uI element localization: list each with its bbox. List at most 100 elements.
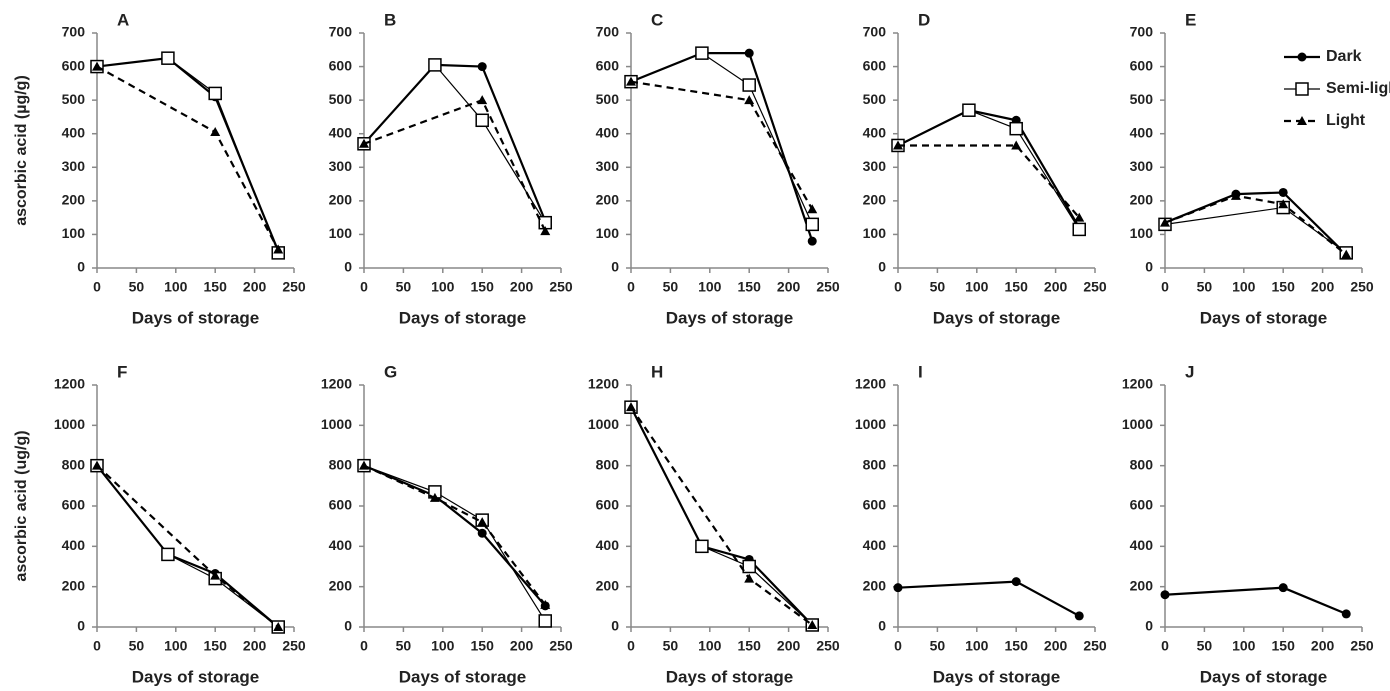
point: [744, 95, 755, 105]
x-tick-label: 200: [243, 279, 267, 295]
y-tick-label: 0: [1145, 618, 1153, 634]
y-tick-label: 0: [344, 618, 352, 634]
x-tick-label: 0: [894, 279, 902, 295]
x-tick-label: 250: [1350, 279, 1374, 295]
panel-title: C: [651, 10, 663, 29]
y-tick-label: 300: [596, 158, 620, 174]
point: [429, 492, 440, 502]
y-tick-label: 100: [1130, 225, 1154, 241]
y-tick-label: 300: [1130, 158, 1154, 174]
x-axis-label: Days of storage: [399, 667, 527, 686]
point: [1074, 611, 1084, 621]
series-line: [1164, 191, 1348, 256]
y-tick-label: 100: [62, 225, 86, 241]
point: [1341, 249, 1352, 259]
x-tick-label: 50: [663, 279, 679, 295]
x-tick-label: 250: [1083, 638, 1107, 654]
y-tick-label: 500: [1130, 91, 1154, 107]
y-tick-label: 600: [1130, 57, 1154, 73]
y-tick-label: 1000: [855, 416, 886, 432]
x-tick-label: 150: [204, 279, 228, 295]
series-line: [630, 406, 814, 626]
point: [1230, 190, 1241, 200]
x-tick-label: 200: [1311, 279, 1335, 295]
x-tick-label: 150: [471, 638, 495, 654]
series-line: [898, 144, 1081, 219]
y-tick-label: 700: [1130, 24, 1154, 40]
x-tick-label: 250: [1350, 638, 1374, 654]
y-axis-label: ascorbic acid (µg/g): [13, 75, 30, 226]
point: [1278, 187, 1288, 197]
x-tick-label: 100: [698, 638, 722, 654]
x-tick-label: 150: [204, 638, 228, 654]
x-axis-label: Days of storage: [666, 667, 794, 686]
y-tick-label: 1000: [321, 416, 352, 432]
x-tick-label: 200: [1044, 638, 1068, 654]
x-axis-label: Days of storage: [1200, 308, 1328, 327]
point: [210, 127, 221, 137]
y-tick-label: 400: [329, 124, 353, 140]
x-tick-label: 200: [510, 638, 534, 654]
series-line: [897, 109, 1080, 230]
x-axis-label: Days of storage: [132, 308, 260, 327]
x-tick-label: 250: [549, 279, 573, 295]
y-tick-label: 500: [62, 91, 86, 107]
y-tick-label: 500: [329, 91, 353, 107]
series-line: [363, 98, 547, 232]
y-tick-label: 700: [62, 24, 86, 40]
x-axis-label: Days of storage: [399, 308, 527, 327]
x-tick-label: 250: [549, 638, 573, 654]
series-line: [363, 464, 547, 606]
point: [1160, 217, 1170, 227]
y-tick-label: 0: [1145, 259, 1153, 275]
series-line: [96, 57, 280, 252]
x-tick-label: 250: [282, 638, 306, 654]
y-tick-label: 600: [62, 497, 86, 513]
panel-title: I: [918, 362, 923, 381]
y-tick-label: 800: [62, 456, 86, 472]
x-tick-label: 100: [164, 638, 188, 654]
y-tick-label: 1200: [321, 376, 352, 392]
point: [477, 528, 487, 538]
x-tick-label: 100: [965, 279, 989, 295]
point: [359, 460, 369, 470]
x-tick-label: 0: [93, 279, 101, 295]
y-tick-label: 1200: [1122, 376, 1153, 392]
point: [742, 78, 756, 92]
point: [1074, 212, 1085, 222]
y-tick-label: 500: [863, 91, 887, 107]
x-tick-label: 50: [930, 279, 946, 295]
x-axis-label: Days of storage: [933, 667, 1061, 686]
x-tick-label: 150: [471, 279, 495, 295]
x-tick-label: 100: [1232, 638, 1256, 654]
series-line: [630, 406, 813, 626]
point: [273, 244, 284, 254]
y-tick-label: 1000: [54, 416, 85, 432]
y-tick-label: 200: [596, 192, 620, 208]
y-tick-label: 600: [596, 497, 620, 513]
x-tick-label: 50: [930, 638, 946, 654]
point: [1011, 577, 1021, 587]
panel-title: D: [918, 10, 930, 29]
y-tick-label: 800: [329, 456, 353, 472]
x-tick-label: 0: [93, 638, 101, 654]
x-tick-label: 0: [627, 638, 635, 654]
y-tick-label: 0: [77, 259, 85, 275]
point: [807, 619, 818, 629]
point: [742, 559, 756, 574]
y-axis-label: ascorbic acid (ug/g): [13, 430, 30, 581]
series-line: [96, 465, 279, 628]
x-tick-label: 0: [360, 279, 368, 295]
x-tick-label: 200: [1311, 638, 1335, 654]
series-line: [630, 52, 813, 225]
y-tick-label: 400: [596, 124, 620, 140]
point: [540, 599, 551, 609]
y-tick-label: 700: [863, 24, 887, 40]
y-tick-label: 200: [596, 577, 620, 593]
point: [1278, 199, 1289, 209]
x-tick-label: 200: [777, 279, 801, 295]
y-tick-label: 600: [863, 57, 887, 73]
point: [92, 460, 102, 470]
panel-title: J: [1185, 362, 1194, 381]
y-tick-label: 600: [1130, 497, 1154, 513]
